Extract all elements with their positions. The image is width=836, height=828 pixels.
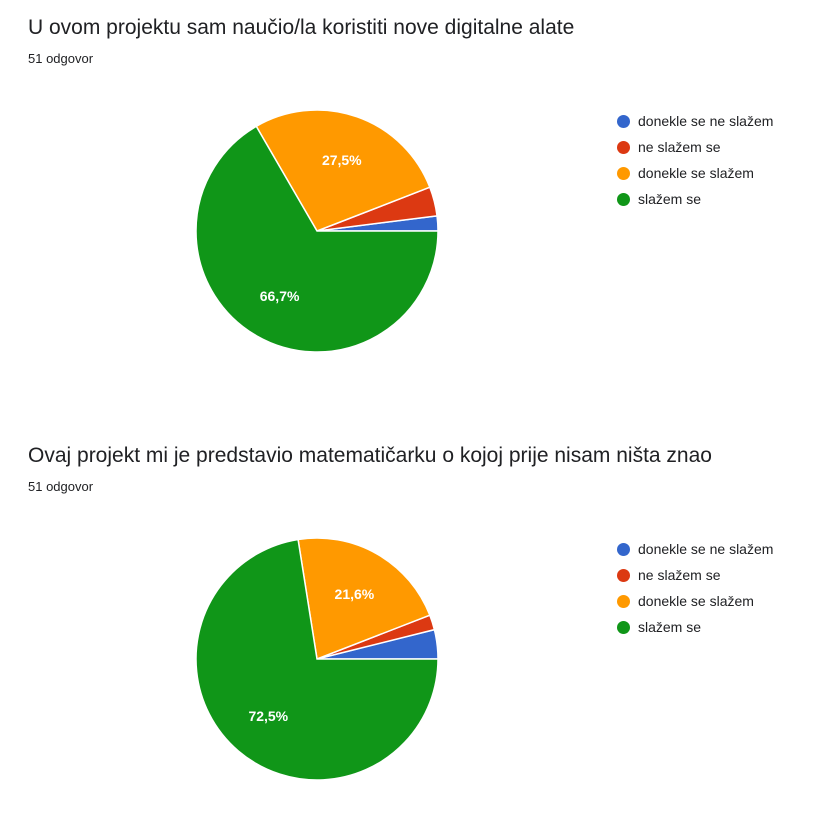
legend-marker-icon bbox=[617, 114, 630, 128]
pie-chart-1: 27,5% 66,7% bbox=[195, 109, 439, 353]
legend: donekle se ne slažem ne slažem se donekle … bbox=[617, 108, 773, 212]
pie-slice-slazem-se bbox=[195, 538, 439, 781]
slice-data-label: 66,7% bbox=[260, 288, 300, 304]
legend-marker-icon bbox=[617, 594, 630, 608]
legend-item-donekle-se-slazem[interactable]: donekle se slažem bbox=[617, 160, 773, 186]
legend-item-ne-slazem-se[interactable]: ne slažem se bbox=[617, 562, 773, 588]
legend-item-slazem-se[interactable]: slažem se bbox=[617, 186, 773, 212]
chart-title: Ovaj projekt mi je predstavio matematiča… bbox=[28, 444, 712, 467]
legend-label: donekle se ne slažem bbox=[638, 541, 774, 557]
legend-marker-icon bbox=[617, 166, 630, 180]
pie-chart-2: 21,6% 72,5% bbox=[195, 537, 439, 781]
legend-item-slazem-se[interactable]: slažem se bbox=[617, 614, 773, 640]
legend-label: ne slažem se bbox=[638, 139, 721, 155]
legend-label: slažem se bbox=[638, 619, 702, 635]
chart-block-1: 27,5% 66,7% U ovom projektu sam naučio/la… bbox=[0, 0, 836, 400]
legend-marker-icon bbox=[617, 192, 630, 206]
legend-marker-icon bbox=[617, 568, 630, 582]
legend-item-donekle-se-slazem[interactable]: donekle se slažem bbox=[617, 588, 773, 614]
chart-block-2: 21,6% 72,5% Ovaj projekt mi je predstavio… bbox=[0, 428, 836, 828]
legend-item-donekle-se-ne-slazem[interactable]: donekle se ne slažem bbox=[617, 108, 773, 134]
legend-label: donekle se slažem bbox=[638, 165, 754, 181]
chart-title: U ovom projektu sam naučio/la koristiti … bbox=[28, 16, 575, 39]
pie-slice-slazem-se bbox=[195, 125, 439, 353]
response-count: 51 odgovor bbox=[28, 479, 94, 494]
legend-label: donekle se ne slažem bbox=[638, 113, 774, 129]
pie-slice-donekle-se-slazem bbox=[297, 537, 431, 661]
legend-marker-icon bbox=[617, 620, 630, 634]
legend-label: ne slažem se bbox=[638, 567, 721, 583]
legend-marker-icon bbox=[617, 140, 630, 154]
legend-label: donekle se slažem bbox=[638, 593, 754, 609]
slice-data-label: 72,5% bbox=[248, 708, 288, 724]
legend-item-donekle-se-ne-slazem[interactable]: donekle se ne slažem bbox=[617, 536, 773, 562]
legend-item-ne-slazem-se[interactable]: ne slažem se bbox=[617, 134, 773, 160]
response-count: 51 odgovor bbox=[28, 51, 94, 66]
slice-data-label: 21,6% bbox=[335, 586, 375, 602]
slice-data-label: 27,5% bbox=[322, 152, 362, 168]
legend: donekle se ne slažem ne slažem se donekle … bbox=[617, 536, 773, 640]
legend-label: slažem se bbox=[638, 191, 702, 207]
legend-marker-icon bbox=[617, 542, 630, 556]
